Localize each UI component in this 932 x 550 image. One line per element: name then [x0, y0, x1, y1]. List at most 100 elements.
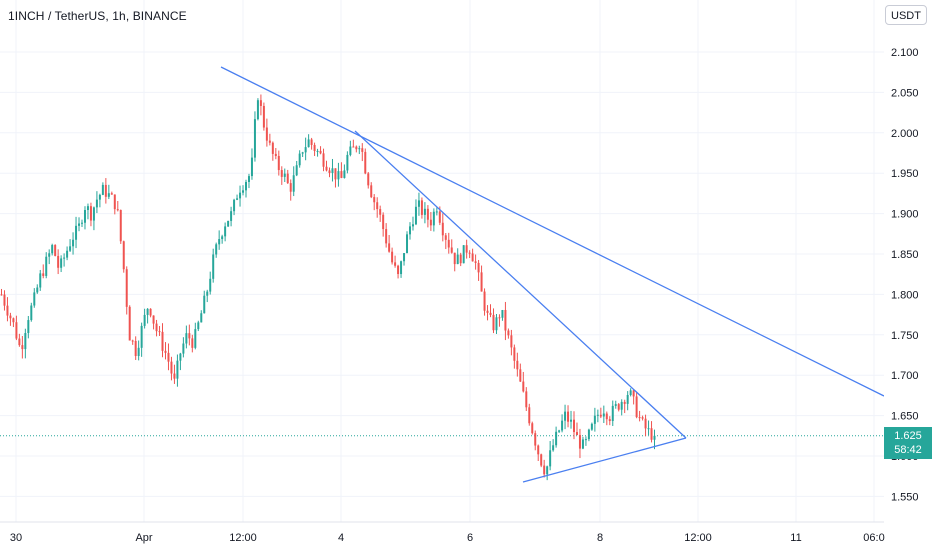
candle-body	[131, 340, 134, 342]
candle-body	[155, 323, 158, 332]
candle-body	[194, 329, 197, 348]
candle-body	[233, 199, 236, 212]
x-tick-label: 12:00	[684, 532, 712, 544]
candle-body	[286, 173, 289, 184]
time-axis: 30 Apr 12:00 4 6 8 12:00 11 06:0	[0, 521, 885, 544]
candle-body	[537, 445, 540, 455]
candle-body	[420, 200, 423, 215]
candle-body	[581, 439, 584, 449]
candle-body	[221, 236, 224, 240]
candle-body	[158, 331, 161, 333]
candle-body	[379, 209, 382, 215]
candle-body	[307, 139, 310, 148]
candle-body	[60, 258, 63, 268]
candle-body	[593, 415, 596, 424]
candle-body	[92, 207, 95, 221]
candle-body	[519, 369, 522, 382]
y-tick-label: 1.650	[891, 411, 919, 423]
candle-body	[364, 151, 367, 174]
candle-body	[564, 411, 567, 421]
candle-body	[605, 413, 608, 420]
price-axis: 2.100 2.050 2.000 1.950 1.900 1.850 1.800 1.750…	[884, 0, 932, 550]
candle-body	[298, 153, 301, 166]
candle-body	[137, 347, 140, 356]
candle-body	[167, 352, 170, 362]
candle-body	[128, 306, 131, 341]
candle-body	[468, 252, 471, 254]
candle-body	[525, 391, 528, 408]
candle-body	[489, 312, 492, 315]
currency-selector[interactable]: USDT	[885, 5, 927, 25]
candle-body	[492, 314, 495, 331]
candle-body	[432, 211, 435, 226]
y-tick-label: 1.850	[891, 249, 919, 261]
y-tick-label: 1.700	[891, 370, 919, 382]
candle-body	[152, 315, 155, 324]
candle-body	[325, 166, 328, 171]
x-tick-label: 11	[790, 532, 801, 544]
candle-body	[215, 244, 218, 255]
candle-body	[182, 343, 185, 354]
y-tick-label: 2.000	[891, 128, 919, 140]
candle-body	[567, 411, 570, 422]
candle-body	[95, 199, 98, 208]
candle-body	[75, 225, 78, 240]
candle-body	[653, 435, 656, 440]
candle-body	[459, 254, 462, 264]
candle-body	[602, 413, 605, 417]
candle-body	[555, 431, 558, 446]
candle-body	[647, 428, 650, 430]
candle-body	[444, 235, 447, 240]
candle-body	[6, 305, 9, 316]
candle-body	[516, 360, 519, 370]
candle-body	[9, 315, 12, 319]
candle-body	[429, 219, 432, 226]
candle-body	[316, 150, 319, 152]
candle-body	[12, 318, 15, 323]
candle-body	[504, 309, 507, 331]
candle-body	[349, 146, 352, 155]
candle-body	[176, 360, 179, 379]
candle-body	[486, 310, 489, 313]
candle-body	[477, 262, 480, 273]
candle-body	[641, 417, 644, 419]
candle-body	[98, 194, 101, 200]
candle-body	[584, 439, 587, 441]
candle-body	[522, 381, 525, 392]
candle-body	[30, 305, 33, 321]
candle-body	[24, 333, 27, 350]
candle-body	[370, 185, 373, 198]
candle-body	[438, 211, 441, 223]
candle-body	[104, 184, 107, 197]
candle-body	[352, 146, 355, 148]
candle-body	[611, 405, 614, 422]
y-tick-label: 1.750	[891, 330, 919, 342]
candle-body	[465, 245, 468, 253]
candle-body	[48, 253, 51, 257]
candle-body	[403, 253, 406, 262]
trendline-1[interactable]	[220, 66, 885, 397]
candle-body	[552, 445, 555, 451]
candle-body	[209, 278, 212, 292]
candle-body	[623, 401, 626, 404]
candle-body	[400, 261, 403, 275]
trendline-2[interactable]	[354, 130, 687, 439]
candle-body	[271, 142, 274, 154]
trendline-3[interactable]	[522, 437, 687, 483]
candle-body	[274, 153, 277, 156]
candle-body	[295, 165, 298, 176]
candle-body	[116, 209, 119, 211]
candle-body	[441, 222, 444, 236]
candle-body	[86, 206, 89, 210]
candle-body	[0, 294, 3, 296]
candle-body	[149, 308, 152, 316]
candle-body	[277, 155, 280, 171]
candle-body	[617, 404, 620, 410]
candle-body	[578, 435, 581, 449]
candle-body	[435, 211, 438, 213]
candle-body	[51, 245, 54, 254]
candle-body	[570, 419, 573, 422]
candle-body	[626, 394, 629, 404]
candle-body	[268, 140, 271, 143]
